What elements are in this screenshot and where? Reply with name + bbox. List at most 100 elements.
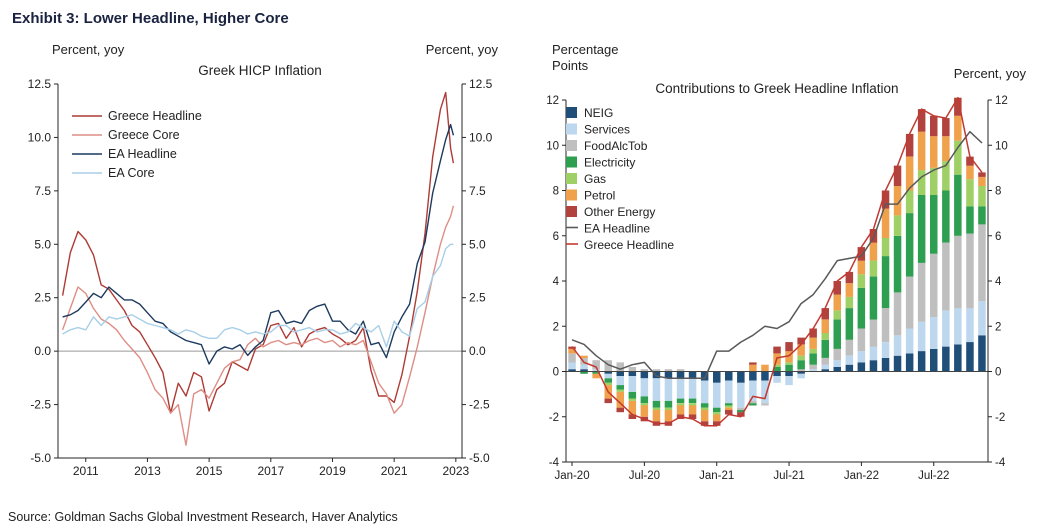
bar-segment	[930, 195, 938, 254]
axis-unit-label-right: Percent, yoy	[954, 66, 1027, 81]
bar-segment	[905, 276, 914, 329]
bar-segment	[930, 115, 938, 137]
bar-segment	[893, 235, 902, 293]
bar-segment	[978, 186, 986, 207]
bar-segment	[833, 348, 841, 361]
bar-segment	[749, 364, 757, 372]
legend-label: NEIG	[584, 106, 613, 120]
bar-segment	[725, 371, 733, 381]
y-tick-label: 2	[553, 321, 559, 333]
bar-segment	[640, 378, 649, 397]
y-tick-label: 2.5	[469, 291, 486, 305]
bar-segment	[893, 215, 902, 236]
bar-segment	[857, 287, 866, 329]
y-tick-label: 5.0	[34, 237, 51, 251]
bar-segment	[797, 360, 805, 370]
bar-segment	[821, 369, 829, 372]
bar-segment	[640, 371, 649, 379]
bar-segment	[652, 400, 661, 408]
bar-segment	[676, 405, 685, 415]
y-tick-label: 12.5	[28, 77, 52, 91]
axis-unit-label-left: Percent, yoy	[52, 42, 125, 57]
bar-segment	[881, 256, 890, 309]
bar-segment	[942, 136, 950, 162]
bar-segment	[773, 346, 781, 354]
bar-segment	[857, 260, 866, 275]
bar-segment	[917, 195, 926, 263]
bar-segment	[954, 308, 962, 345]
x-tick-label: 2013	[134, 464, 161, 478]
x-tick-label: Jan-21	[699, 470, 734, 482]
x-tick-label: Jan-20	[554, 470, 589, 482]
bar-segment	[568, 369, 576, 372]
bar-segment	[905, 353, 914, 372]
x-tick-label: Jul-22	[918, 470, 949, 482]
bar-segment	[785, 342, 793, 352]
bar-segment	[713, 421, 721, 426]
bar-segment	[966, 156, 974, 166]
x-tick-label: 2023	[442, 464, 469, 478]
y-tick-label: 2.5	[34, 291, 51, 305]
bar-segment	[797, 369, 805, 372]
bar-segment	[725, 405, 733, 408]
bar-segment	[978, 172, 986, 177]
bar-segment	[966, 233, 974, 309]
legend-label: Petrol	[584, 189, 615, 203]
bar-segment	[809, 337, 817, 349]
bar-segment	[616, 391, 624, 408]
bar-segment	[869, 319, 878, 347]
bar-segment	[905, 156, 914, 191]
bar-segment	[857, 274, 866, 288]
bar-segment	[652, 369, 661, 372]
bar-segment	[930, 348, 938, 372]
bar-segment	[688, 405, 697, 415]
legend-swatch	[566, 140, 577, 151]
y-tick-label: 6	[553, 231, 559, 243]
bar-segment	[688, 371, 697, 379]
legend-swatch	[566, 156, 577, 168]
chart-title: Greek HICP Inflation	[198, 63, 322, 78]
y-tick-label: 7.5	[469, 184, 486, 198]
x-tick-label: 2015	[196, 464, 223, 478]
bar-segment	[881, 308, 890, 342]
y-tick-label: 6	[995, 231, 1001, 243]
axis-unit-label-right: Percent, yoy	[426, 42, 499, 57]
bar-segment	[930, 167, 938, 195]
bar-segment	[917, 131, 926, 171]
bar-segment	[688, 403, 697, 406]
bar-segment	[628, 414, 637, 419]
bar-segment	[978, 224, 986, 302]
legend-label: Electricity	[584, 156, 635, 170]
bar-segment	[676, 398, 685, 404]
bar-segment	[845, 283, 854, 297]
bar-segment	[616, 376, 624, 386]
chart-title: Contributions to Greek Headline Inflatio…	[655, 81, 898, 96]
y-tick-label: 10	[546, 140, 559, 152]
bar-segment	[797, 371, 805, 374]
bar-segment	[664, 371, 673, 379]
bar-segment	[652, 410, 661, 422]
y-tick-label: -2	[995, 412, 1005, 424]
bar-segment	[592, 373, 600, 379]
bar-segment	[857, 328, 866, 352]
bar-segment	[628, 376, 637, 392]
y-tick-label: -5.0	[469, 451, 490, 465]
x-tick-label: 2017	[257, 464, 284, 478]
bar-segment	[604, 360, 612, 372]
bar-segment	[568, 348, 576, 354]
series-line	[571, 96, 983, 427]
bar-segment	[604, 382, 612, 386]
y-tick-label: 10	[995, 140, 1008, 152]
bar-segment	[785, 364, 793, 372]
bar-segment	[821, 308, 829, 320]
bar-segment	[905, 328, 914, 354]
bar-segment	[616, 362, 624, 372]
y-tick-label: -4	[995, 457, 1006, 469]
bar-segment	[893, 292, 902, 336]
bar-segment	[700, 410, 709, 422]
legend-swatch	[566, 123, 577, 135]
y-tick-label: -5.0	[30, 451, 51, 465]
x-tick-label: 2021	[381, 464, 408, 478]
bar-segment	[749, 371, 757, 381]
